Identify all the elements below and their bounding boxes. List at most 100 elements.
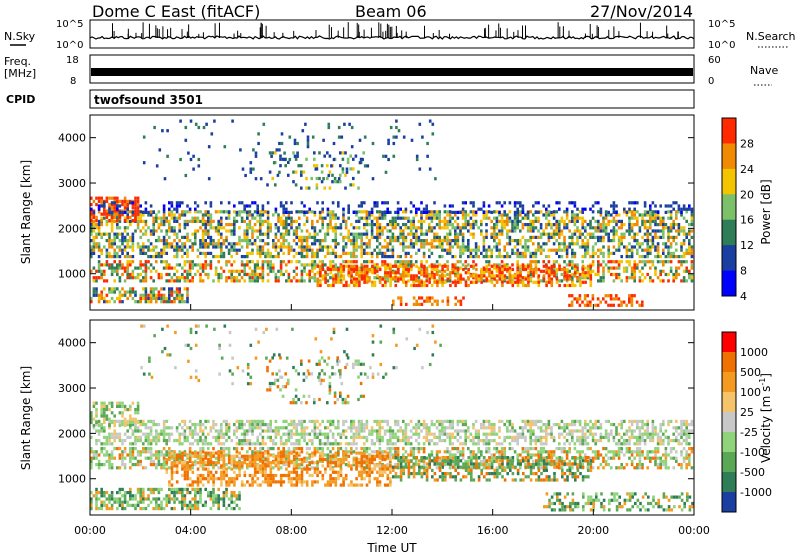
heatmap-cell — [268, 151, 272, 155]
heatmap-cell — [214, 429, 218, 433]
heatmap-cell — [454, 296, 457, 300]
heatmap-cell — [278, 141, 281, 146]
heatmap-cell — [126, 263, 129, 267]
heatmap-cell — [144, 260, 148, 264]
heatmap-cell — [178, 279, 181, 283]
heatmap-cell — [422, 239, 426, 243]
heatmap-cell — [430, 245, 434, 249]
heatmap-cell — [155, 255, 158, 259]
heatmap-cell — [576, 435, 579, 439]
heatmap-cell — [251, 251, 254, 255]
heatmap-cell — [298, 432, 301, 436]
heatmap-cell — [178, 201, 181, 205]
heatmap-cell — [596, 297, 600, 301]
heatmap-cell — [152, 226, 155, 230]
heatmap-cell — [92, 290, 96, 294]
heatmap-cell — [326, 283, 330, 288]
heatmap-cell — [586, 267, 590, 272]
heatmap-cell — [230, 248, 233, 252]
heatmap-cell — [435, 426, 439, 430]
heatmap-cell — [607, 251, 610, 255]
heatmap-cell — [105, 435, 109, 439]
heatmap-cell — [506, 429, 509, 433]
heatmap-cell — [547, 223, 551, 227]
heatmap-cell — [243, 235, 246, 239]
heatmap-cell — [654, 204, 657, 208]
heatmap-cell — [604, 419, 608, 423]
heatmap-cell — [498, 201, 501, 205]
heatmap-cell — [482, 216, 486, 220]
heatmap-cell — [584, 226, 587, 230]
heatmap-cell — [428, 277, 431, 281]
heatmap-cell — [485, 232, 488, 236]
heatmap-cell — [435, 435, 439, 439]
heatmap-cell — [675, 266, 678, 270]
heatmap-cell — [136, 203, 140, 207]
heatmap-cell — [690, 255, 694, 259]
heatmap-cell — [537, 201, 540, 205]
heatmap-cell — [298, 235, 301, 239]
heatmap-cell — [162, 245, 166, 249]
heatmap-cell — [363, 135, 367, 139]
heatmap-cell — [300, 279, 304, 283]
heatmap-cell — [326, 226, 330, 230]
heatmap-cell — [230, 272, 233, 277]
heatmap-cell — [524, 239, 527, 243]
heatmap-cell — [415, 232, 418, 236]
heatmap-cell — [459, 232, 462, 236]
heatmap-cell — [347, 283, 351, 288]
heatmap-cell — [591, 423, 595, 427]
heatmap-cell — [373, 201, 376, 205]
heatmap-cell — [571, 210, 574, 214]
heatmap-cell — [209, 219, 213, 223]
heatmap-cell — [485, 251, 488, 255]
heatmap-cell — [568, 260, 571, 264]
heatmap-cell — [97, 210, 101, 214]
heatmap-cell — [662, 248, 665, 252]
heatmap-cell — [438, 276, 441, 280]
heatmap-cell — [487, 439, 491, 443]
heatmap-cell — [194, 429, 197, 433]
heatmap-cell — [95, 442, 98, 446]
heatmap-cell — [103, 263, 106, 267]
heatmap-cell — [451, 267, 455, 272]
heatmap-cell — [290, 226, 293, 230]
heatmap-cell — [282, 442, 285, 446]
heatmap-cell — [305, 229, 309, 233]
heatmap-cell — [404, 429, 408, 433]
heatmap-cell — [454, 210, 457, 214]
heatmap-cell — [617, 297, 621, 301]
heatmap-cell — [342, 239, 345, 243]
heatmap-cell — [378, 426, 382, 430]
heatmap-cell — [166, 154, 169, 158]
heatmap-cell — [519, 219, 522, 223]
heatmap-cell — [545, 432, 548, 436]
heatmap-cell — [271, 151, 274, 155]
heatmap-cell — [636, 251, 639, 255]
heatmap-cell — [396, 235, 400, 239]
heatmap-cell — [487, 210, 491, 214]
heatmap-cell — [165, 239, 168, 243]
heatmap-cell — [376, 219, 379, 223]
heatmap-cell — [630, 269, 634, 273]
heatmap-cell — [607, 239, 610, 243]
heatmap-cell — [503, 201, 506, 205]
heatmap-cell — [179, 119, 182, 123]
heatmap-cell — [412, 216, 415, 220]
heatmap-cell — [253, 276, 257, 280]
heatmap-cell — [550, 432, 553, 436]
heatmap-cell — [222, 435, 226, 439]
heatmap-cell — [352, 248, 356, 252]
heatmap-cell — [100, 219, 103, 223]
heatmap-cell — [407, 260, 410, 264]
heatmap-cell — [118, 276, 122, 280]
heatmap-cell — [225, 429, 228, 433]
heatmap-cell — [490, 423, 493, 427]
heatmap-cell — [376, 419, 379, 423]
heatmap-cell — [675, 255, 678, 259]
heatmap-cell — [422, 219, 426, 223]
heatmap-cell — [126, 213, 129, 217]
heatmap-cell — [298, 223, 301, 227]
heatmap-cell — [191, 245, 194, 249]
